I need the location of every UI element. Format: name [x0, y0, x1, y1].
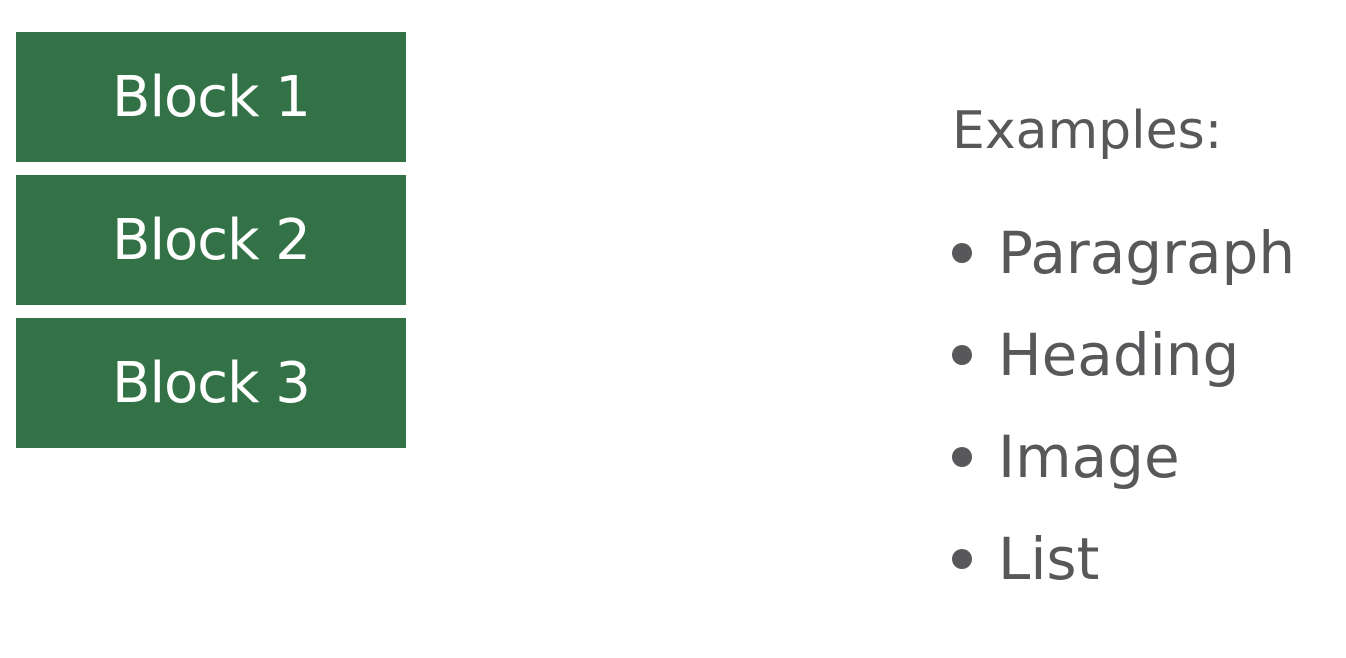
block-label: Block 3: [112, 350, 311, 416]
list-item: Heading: [952, 304, 1295, 406]
list-item-label: List: [998, 525, 1100, 593]
bullet-icon: [952, 345, 972, 365]
list-item-label: Image: [998, 423, 1180, 491]
bullet-icon: [952, 243, 972, 263]
block-label: Block 2: [112, 207, 311, 273]
examples-title: Examples:: [952, 101, 1223, 161]
examples-list: Paragraph Heading Image List: [952, 202, 1295, 610]
block-3: Block 3: [16, 318, 406, 448]
block-2: Block 2: [16, 175, 406, 305]
list-item: List: [952, 508, 1295, 610]
list-item: Image: [952, 406, 1295, 508]
block-stack: Block 1 Block 2 Block 3: [16, 32, 406, 448]
block-label: Block 1: [112, 64, 311, 130]
bullet-icon: [952, 549, 972, 569]
bullet-icon: [952, 447, 972, 467]
list-item-label: Paragraph: [998, 219, 1296, 287]
examples-panel: Examples: Paragraph Heading Image List: [952, 96, 1295, 610]
block-1: Block 1: [16, 32, 406, 162]
list-item: Paragraph: [952, 202, 1295, 304]
list-item-label: Heading: [998, 321, 1240, 389]
